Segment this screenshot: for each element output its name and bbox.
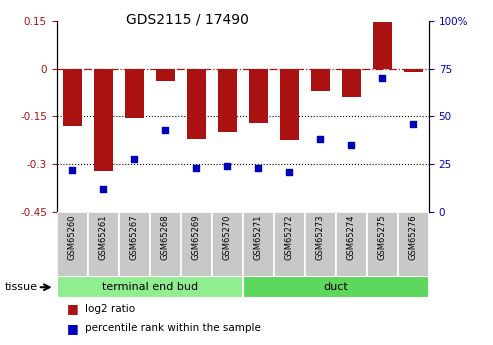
Bar <box>88 212 119 278</box>
Point <box>130 156 138 161</box>
Point <box>68 167 76 173</box>
Text: GSM65274: GSM65274 <box>347 214 356 260</box>
Text: GSM65268: GSM65268 <box>161 214 170 260</box>
Text: GSM65267: GSM65267 <box>130 214 139 260</box>
Text: GSM65269: GSM65269 <box>192 214 201 260</box>
Bar <box>212 212 243 278</box>
Point <box>317 137 324 142</box>
Text: GSM65270: GSM65270 <box>223 214 232 260</box>
Text: GSM65276: GSM65276 <box>409 214 418 260</box>
Bar <box>119 212 150 278</box>
Bar <box>336 212 367 278</box>
Bar <box>305 212 336 278</box>
Bar <box>398 212 429 278</box>
Text: ■: ■ <box>67 322 78 335</box>
Bar <box>274 212 305 278</box>
Bar <box>125 69 143 118</box>
Bar <box>280 69 299 140</box>
Bar <box>342 69 361 97</box>
Bar <box>311 69 330 91</box>
Point <box>410 121 418 127</box>
Text: percentile rank within the sample: percentile rank within the sample <box>85 324 261 333</box>
Bar <box>94 69 112 171</box>
Point <box>285 169 293 175</box>
Text: GSM65261: GSM65261 <box>99 214 108 260</box>
Text: log2 ratio: log2 ratio <box>85 304 136 314</box>
Bar <box>181 212 212 278</box>
Text: GSM65271: GSM65271 <box>254 214 263 260</box>
Bar <box>243 276 429 298</box>
Text: GSM65275: GSM65275 <box>378 214 387 260</box>
Bar <box>187 69 206 139</box>
Text: GSM65273: GSM65273 <box>316 214 325 260</box>
Point <box>192 165 200 171</box>
Bar <box>367 212 398 278</box>
Bar <box>57 276 243 298</box>
Text: duct: duct <box>323 282 348 292</box>
Text: GDS2115 / 17490: GDS2115 / 17490 <box>126 12 249 26</box>
Text: GSM65272: GSM65272 <box>285 214 294 260</box>
Bar <box>156 69 175 81</box>
Text: ■: ■ <box>67 302 78 315</box>
Point <box>254 165 262 171</box>
Point <box>161 127 169 132</box>
Bar <box>243 212 274 278</box>
Bar <box>57 212 88 278</box>
Bar <box>404 69 423 72</box>
Point <box>99 186 107 192</box>
Text: terminal end bud: terminal end bud <box>102 282 198 292</box>
Text: GSM65260: GSM65260 <box>68 214 77 260</box>
Text: tissue: tissue <box>5 282 38 292</box>
Bar <box>373 22 391 69</box>
Point <box>348 142 355 148</box>
Bar <box>218 69 237 132</box>
Point <box>379 76 387 81</box>
Bar <box>63 69 81 126</box>
Bar <box>249 69 268 123</box>
Point <box>223 164 231 169</box>
Bar <box>150 212 181 278</box>
